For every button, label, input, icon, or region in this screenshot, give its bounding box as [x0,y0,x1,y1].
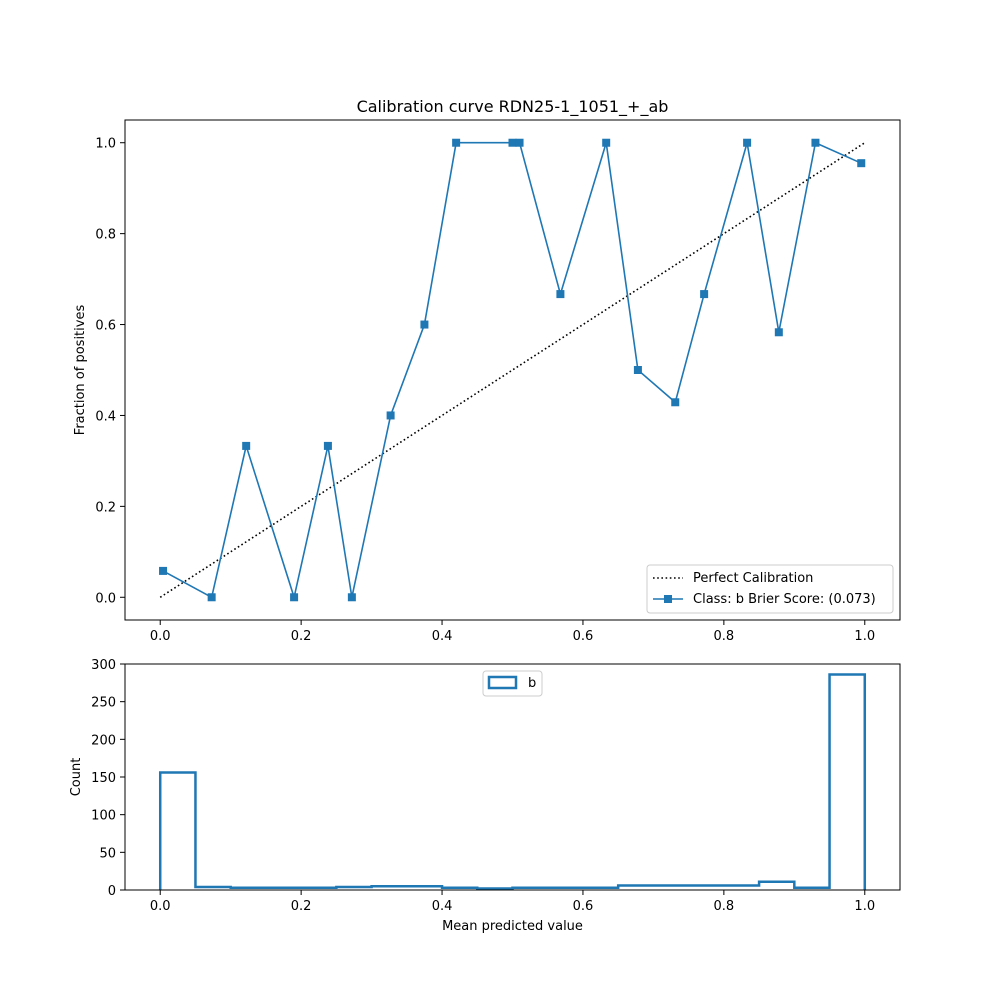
perfect-calibration-line [159,142,866,598]
histogram-axis-ticks: 0.0 0.2 0.4 0.6 0.8 1.0 0 50 100 150 200 250 300 [91,658,875,914]
y-tick-label: 0.6 [95,319,116,334]
histogram-y-tick-label: 250 [91,696,116,711]
calibration-point [700,290,709,299]
y-tick-label: 1.0 [95,137,116,152]
calibration-point [774,328,783,337]
calibration-series-group [159,138,866,602]
histogram-bar [830,675,865,890]
histogram-x-tick-label: 0.6 [573,899,594,914]
calibration-point [386,411,395,420]
legend-class-b-swatch-marker [664,595,672,603]
histogram-y-tick-label: 200 [91,733,116,748]
histogram-legend: b [482,670,543,697]
calibration-point [290,593,299,602]
x-tick-label: 0.6 [573,629,594,644]
calibration-point [811,138,820,147]
chart-title: Calibration curve RDN25-1_1051_+_ab [357,97,669,117]
x-tick-label: 0.8 [714,629,735,644]
x-axis-label: Mean predicted value [442,919,583,934]
calibration-legend: Perfect Calibration Class: b Brier Score… [646,564,894,614]
calibration-plot-frame [124,119,901,621]
histogram-bar [160,772,195,890]
histogram-x-tick-label: 1.0 [854,899,875,914]
calibration-point [242,441,251,450]
histogram-x-tick-label: 0.2 [291,899,312,914]
y-tick-label: 0.2 [95,500,116,515]
calibration-point [515,138,524,147]
y-axis-label: Fraction of positives [73,305,88,436]
x-tick-label: 0.0 [150,629,171,644]
calibration-point [633,366,642,374]
histogram-y-tick-label: 100 [91,809,116,824]
x-tick-label: 0.4 [432,629,453,644]
histogram-y-tick-label: 150 [91,771,116,786]
histogram-x-tick-label: 0.8 [714,899,735,914]
histogram-outline [158,673,867,890]
calibration-point [602,138,611,147]
calibration-point [323,441,332,450]
histogram-x-tick-label: 0.4 [432,899,453,914]
histogram-y-axis-label: Count [69,758,84,797]
calibration-point [452,138,461,147]
histogram-x-tick-label: 0.0 [150,899,171,914]
calibration-point [556,290,565,299]
y-tick-label: 0.4 [95,409,116,424]
calibration-point [207,593,216,602]
histogram-y-tick-label: 0 [108,884,116,899]
legend-class-b-label: Class: b Brier Score: (0.073) [693,592,876,607]
calibration-point [857,159,866,168]
histogram-series-group [158,673,867,890]
histogram-legend-label: b [528,676,536,691]
histogram-y-tick-label: 50 [99,846,116,861]
calibration-axis-ticks: 0.0 0.2 0.4 0.6 0.8 1.0 0.0 0.2 0.4 0.6 0.8 1.0 [95,137,875,644]
calibration-plot: Calibration curve RDN25-1_1051_+_ab 0.0 0… [73,97,901,644]
calibration-point [420,320,429,329]
histogram-plot: 0.0 0.2 0.4 0.6 0.8 1.0 0 50 100 150 200 250 300 Mea… [69,658,901,934]
histogram-legend-swatch [487,675,518,690]
legend-box [646,564,894,614]
x-tick-label: 0.2 [291,629,312,644]
legend-perfect-calibration-label: Perfect Calibration [693,571,813,586]
calibration-point [508,138,517,147]
calibration-curve-line [162,141,862,601]
calibration-point [159,566,168,575]
histogram-y-tick-label: 300 [91,658,116,673]
histogram-plot-frame [124,663,901,891]
calibration-point [347,593,356,602]
y-tick-label: 0.8 [95,228,116,243]
calibration-point [671,398,680,407]
calibration-point [743,138,752,147]
x-tick-label: 1.0 [854,629,875,644]
y-tick-label: 0.0 [95,591,116,606]
